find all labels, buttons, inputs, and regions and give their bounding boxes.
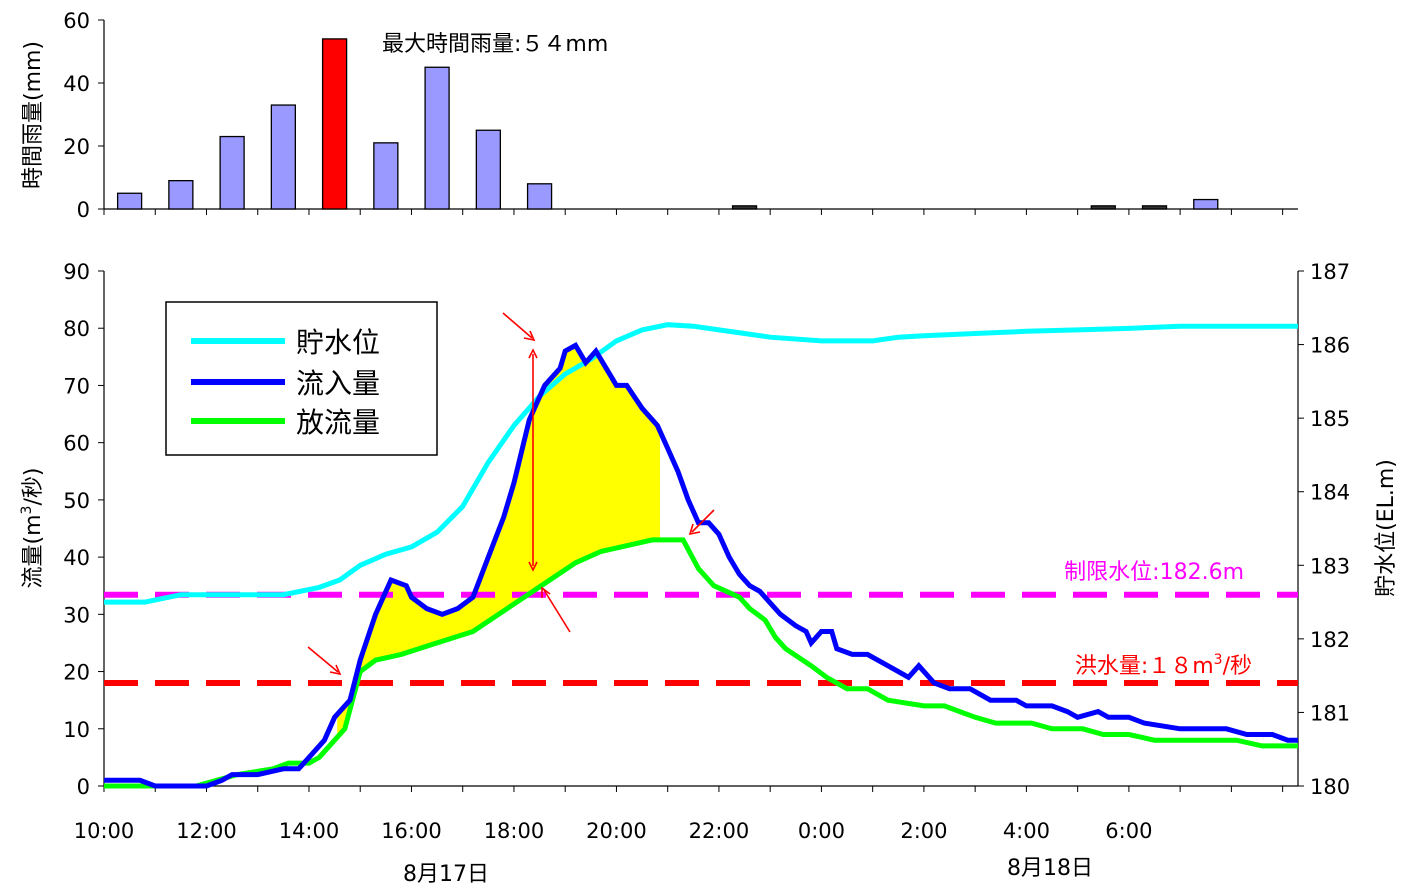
level-y-tick-label: 183 (1310, 554, 1350, 578)
rain-bar (1090, 205, 1116, 210)
storage-fill-area (337, 345, 660, 738)
red-arrows (307, 312, 715, 676)
flow-x-tick-label: 6:00 (1105, 819, 1152, 843)
rain-bar (731, 205, 758, 210)
flow-x-tick-label: 2:00 (900, 819, 947, 843)
flow-y-tick-label: 90 (63, 260, 90, 284)
legend-label-level: 貯水位 (296, 326, 380, 359)
rain-bar (1193, 198, 1219, 210)
rain-bar (424, 66, 450, 210)
flow-x-tick-label: 0:00 (798, 819, 845, 843)
rain-y-label: 時間雨量(mm) (21, 41, 46, 189)
series-line-outflow (104, 537, 1298, 789)
rain-y-tick-label: 60 (63, 9, 90, 33)
series-line-inflow (104, 342, 1298, 789)
flow-x-tick-label: 10:00 (74, 819, 135, 843)
flow-y-tick-label: 0 (77, 775, 90, 799)
flow-panel: 0 10 20 30 40 50 60 70 80 90 180 181 182 183 184 185 186… (19, 260, 1399, 887)
level-y-tick-label: 186 (1310, 334, 1350, 358)
level-y-tick-label: 184 (1310, 481, 1350, 505)
rain-bar (168, 179, 194, 210)
rainfall-panel: 0 20 40 60 時間雨量(mm) 最大時間雨量:５４mm (21, 9, 1298, 222)
rain-bar (219, 135, 245, 210)
flow-x-tick-label: 20:00 (586, 819, 647, 843)
flow-y-label: 流量(m3/秒) (19, 468, 46, 589)
flow-x-tick-label: 18:00 (484, 819, 545, 843)
date-label-17: 8月17日 (403, 862, 489, 887)
rain-bar (116, 192, 143, 210)
level-y-tick-label: 181 (1310, 701, 1350, 725)
level-y-tick-label: 187 (1310, 260, 1350, 284)
rain-bar (1141, 205, 1168, 210)
flow-y-tick-label: 20 (63, 661, 90, 685)
rain-bar (321, 38, 348, 210)
rain-y-tick-label: 0 (77, 198, 90, 222)
flow-x-tick-label: 4:00 (1003, 819, 1050, 843)
flow-y-tick-label: 30 (63, 603, 90, 627)
level-y-tick-label: 180 (1310, 775, 1350, 799)
flood-flow-label: 洪水量:１８m3/秒 (1075, 652, 1252, 679)
flow-y-tick-label: 60 (63, 432, 90, 456)
rain-y-tick-label: 40 (63, 72, 90, 96)
rain-bar (475, 129, 501, 210)
legend-label-outflow: 放流量 (296, 406, 380, 439)
legend: 貯水位 流入量 放流量 (165, 301, 438, 456)
level-y-label: 貯水位(EL.m) (1374, 459, 1399, 597)
level-y-tick-label: 185 (1310, 407, 1350, 431)
limit-level-label: 制限水位:182.6m (1064, 560, 1244, 585)
level-y-tick-label: 182 (1310, 628, 1350, 652)
flow-x-tick-label: 16:00 (381, 819, 442, 843)
flow-y-tick-label: 10 (63, 718, 90, 742)
flow-x-tick-label: 14:00 (279, 819, 340, 843)
rain-bar (373, 142, 399, 210)
legend-label-inflow: 流入量 (296, 367, 380, 400)
series-line-level (104, 322, 1298, 605)
rain-y-tick-label: 20 (63, 135, 90, 159)
rain-bar (526, 183, 553, 210)
rain-bar (270, 104, 297, 210)
flow-y-tick-label: 70 (63, 374, 90, 398)
date-label-18: 8月18日 (1007, 856, 1093, 881)
flow-y-tick-label: 40 (63, 546, 90, 570)
flow-x-tick-label: 12:00 (176, 819, 237, 843)
flow-x-tick-label: 22:00 (689, 819, 750, 843)
flow-y-tick-label: 80 (63, 317, 90, 341)
flow-y-tick-label: 50 (63, 489, 90, 513)
max-rain-annotation: 最大時間雨量:５４mm (382, 32, 608, 57)
